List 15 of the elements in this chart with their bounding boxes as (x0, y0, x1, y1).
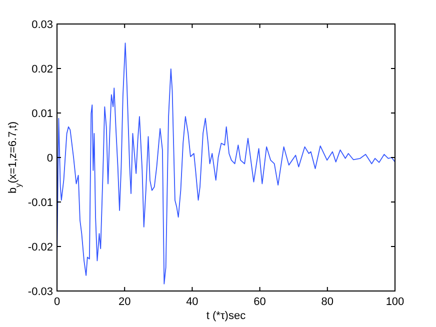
x-tick-label: 40 (186, 296, 198, 308)
y-tick-label: -0.02 (28, 242, 53, 254)
x-axis-title: t (*τ)sec (206, 310, 246, 322)
x-tick-label: 100 (386, 296, 404, 308)
y-tick-label: -0.01 (28, 197, 53, 209)
y-tick-label: 0.03 (32, 19, 53, 31)
y-tick-label: 0.01 (32, 108, 53, 120)
x-tick-label: 20 (118, 296, 131, 308)
y-tick-label: 0 (46, 152, 53, 164)
x-tick-label: 80 (321, 296, 334, 308)
y-tick-label: -0.03 (28, 286, 53, 298)
x-tick-label: 60 (254, 296, 266, 308)
line-series (57, 42, 395, 284)
x-tick-label: 0 (54, 296, 60, 308)
y-tick-label: 0.02 (32, 64, 53, 76)
